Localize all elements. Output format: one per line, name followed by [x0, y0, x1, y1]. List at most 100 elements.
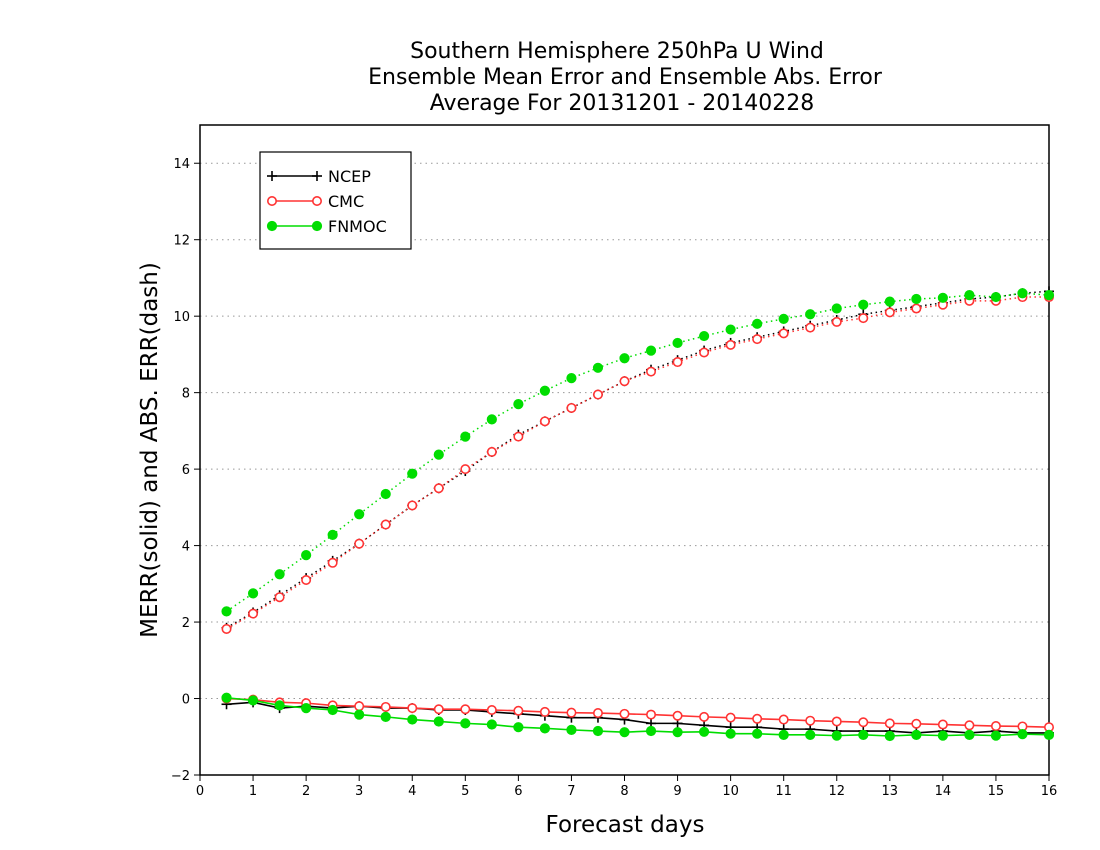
data-point-filled-circle — [407, 714, 418, 725]
series-ncep — [221, 286, 1054, 738]
data-point-filled-circle — [858, 729, 869, 740]
data-point-filled-circle — [1043, 290, 1055, 301]
data-point-filled-circle — [831, 303, 842, 314]
x-tick-label: 13 — [882, 784, 899, 799]
data-point-open-circle — [725, 339, 736, 350]
chart-title-line-1: Southern Hemisphere 250hPa U Wind — [410, 39, 824, 64]
chart-title: Southern Hemisphere 250hPa U Wind Ensemb… — [368, 39, 883, 116]
data-point-open-circle — [513, 705, 524, 716]
data-point-open-circle — [407, 703, 418, 714]
data-point-filled-circle — [911, 293, 922, 305]
data-point-filled-circle — [752, 318, 763, 329]
x-tick-label: 10 — [722, 784, 739, 799]
data-point-open-circle — [266, 196, 277, 207]
x-tick-label: 15 — [988, 784, 1005, 799]
data-point-open-circle — [460, 704, 471, 715]
data-point-open-circle — [592, 708, 603, 719]
data-point-open-circle — [778, 328, 789, 339]
data-point-filled-circle — [433, 449, 444, 460]
y-tick-label: 4 — [182, 540, 190, 555]
data-point-filled-circle — [937, 292, 948, 303]
data-point-open-circle — [327, 557, 338, 568]
data-point-filled-circle — [805, 729, 816, 740]
gridlines — [200, 162, 1049, 700]
data-point-open-circle — [858, 313, 869, 324]
data-point-filled-circle — [274, 700, 285, 711]
data-point-open-circle — [354, 701, 365, 712]
series-fnmoc-mean-error-line — [226, 696, 1050, 737]
data-point-filled-circle — [301, 702, 312, 714]
data-point-open-circle — [911, 718, 922, 729]
data-point-filled-circle — [725, 728, 736, 739]
y-tick-label: 2 — [182, 616, 190, 631]
data-point-open-circle — [311, 196, 322, 207]
data-point-filled-circle — [592, 362, 604, 373]
y-tick-label: 10 — [173, 310, 190, 325]
data-point-filled-circle — [1017, 728, 1028, 740]
data-point-open-circle — [354, 538, 365, 549]
data-point-filled-circle — [247, 588, 259, 599]
data-point-filled-circle — [619, 727, 630, 738]
data-point-plus — [267, 171, 277, 181]
data-point-open-circle — [539, 706, 550, 717]
data-point-filled-circle — [1043, 729, 1055, 740]
series-fnmoc — [221, 288, 1055, 742]
x-tick-label: 8 — [620, 784, 628, 799]
x-tick-label: 14 — [935, 784, 952, 799]
data-point-filled-circle — [911, 729, 922, 740]
data-point-open-circle — [884, 718, 895, 729]
legend-label-cmc: CMC — [328, 192, 364, 211]
data-point-open-circle — [460, 464, 471, 475]
data-point-open-circle — [380, 701, 391, 712]
data-point-filled-circle — [539, 723, 551, 734]
data-point-filled-circle — [831, 730, 842, 741]
data-point-open-circle — [831, 716, 842, 727]
data-point-filled-circle — [460, 431, 471, 442]
y-tick-label: 8 — [182, 387, 190, 402]
data-point-open-circle — [725, 712, 736, 723]
series-ncep-mean-error-line — [226, 701, 1049, 734]
y-tick-label: 0 — [182, 693, 190, 708]
data-point-open-circle — [301, 574, 312, 585]
data-point-filled-circle — [725, 324, 736, 335]
data-point-filled-circle — [380, 488, 391, 500]
y-axis: −2 0 2 4 6 8 10 12 14 — [171, 157, 200, 784]
data-point-plus — [312, 171, 322, 181]
data-point-open-circle — [539, 416, 550, 427]
data-point-filled-circle — [778, 313, 789, 324]
series-layer — [221, 286, 1055, 742]
data-point-filled-circle — [990, 291, 1002, 303]
legend-item-ncep: NCEP — [267, 167, 371, 186]
data-point-open-circle — [248, 608, 259, 619]
data-point-open-circle — [990, 721, 1001, 732]
data-point-open-circle — [937, 719, 948, 730]
data-point-open-circle — [805, 715, 816, 726]
data-point-open-circle — [752, 713, 763, 724]
data-point-open-circle — [646, 709, 657, 720]
data-point-open-circle — [486, 704, 497, 715]
data-point-filled-circle — [645, 725, 657, 737]
data-point-open-circle — [699, 711, 710, 722]
data-point-filled-circle — [698, 726, 710, 737]
data-point-filled-circle — [964, 729, 975, 740]
data-point-filled-circle — [566, 373, 577, 384]
series-fnmoc-abs-error-line — [226, 292, 1050, 612]
y-tick-label: −2 — [171, 769, 190, 784]
data-point-open-circle — [672, 710, 683, 721]
data-point-filled-circle — [433, 716, 444, 727]
data-point-filled-circle — [221, 606, 232, 617]
data-point-filled-circle — [592, 725, 604, 737]
data-point-filled-circle — [1017, 288, 1028, 299]
series-cmc — [221, 292, 1055, 733]
data-point-open-circle — [513, 431, 524, 442]
data-point-filled-circle — [407, 468, 418, 479]
data-point-filled-circle — [274, 569, 285, 580]
data-point-filled-circle — [354, 509, 365, 520]
data-point-open-circle — [592, 389, 603, 400]
y-tick-label: 14 — [173, 157, 190, 172]
x-tick-label: 11 — [775, 784, 792, 799]
data-point-filled-circle — [327, 704, 338, 716]
x-tick-label: 6 — [514, 784, 522, 799]
data-point-filled-circle — [486, 719, 497, 730]
